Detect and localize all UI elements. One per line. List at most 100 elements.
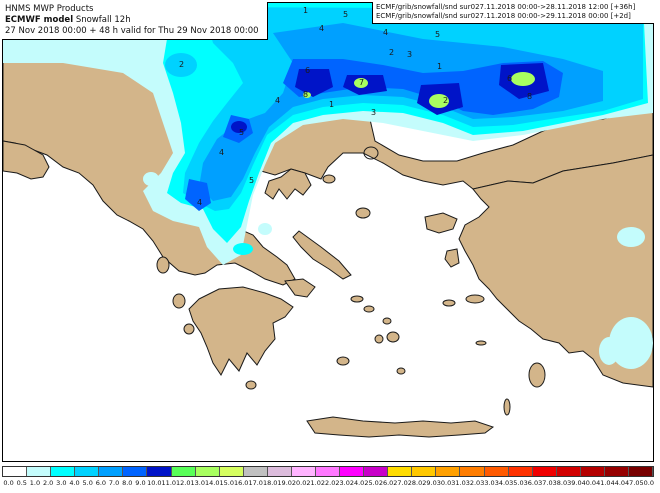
legend-label: 37.0 [538, 479, 553, 487]
legend-label: 23.0 [335, 479, 350, 487]
land-peloponnese [188, 286, 294, 376]
land-milos [336, 356, 350, 366]
legend-label: 21.0 [306, 479, 321, 487]
legend-swatch [147, 467, 172, 476]
land-attica [284, 278, 316, 298]
legend-label: 27.0 [393, 479, 408, 487]
land-zakynthos [183, 323, 195, 335]
land-karpathos [503, 398, 511, 416]
land-paros [374, 334, 384, 344]
contour-label: 4 [275, 96, 280, 105]
legend-label: 25.0 [364, 479, 379, 487]
legend-swatch [388, 467, 413, 476]
land-rhodes [528, 362, 546, 388]
snow-level-6 [303, 72, 535, 108]
legend-label: 34.0 [494, 479, 510, 487]
land-mykonos [382, 317, 392, 325]
land-lesbos [424, 212, 458, 234]
legend-label: 9.0 [135, 479, 146, 487]
legend-label: 24.0 [349, 479, 365, 487]
legend-label: 32.0 [465, 479, 481, 487]
legend-swatch [340, 467, 365, 476]
contour-label: 5 [239, 128, 244, 137]
legend-label: 4.0 [69, 479, 80, 487]
snowfall-field [3, 3, 653, 369]
contour-label: 6 [305, 66, 310, 75]
legend-swatch [580, 467, 605, 476]
land-thasos [322, 174, 336, 184]
legend-value-labels: 0.0 0.5 1.0 2.0 3.0 4.0 5.0 6.0 7.0 8.0 9.0 10.0 11.… [2, 478, 654, 489]
contour-label: 4 [383, 28, 388, 37]
legend-swatch [171, 467, 196, 476]
legend-swatch [460, 467, 485, 476]
land-tinos [363, 305, 375, 313]
file-info-line-1: ECMF/grib/snowfall/snd sur027.11.2018 00… [376, 3, 636, 11]
land-santorini [396, 367, 406, 375]
contour-label: 2 [179, 60, 184, 69]
legend-label: 30.0 [436, 479, 452, 487]
land-kythira [245, 380, 257, 390]
land-lemnos [355, 207, 371, 219]
legend-color-bar [2, 466, 654, 477]
legend-label: 28.0 [407, 479, 423, 487]
contour-label: 4 [319, 24, 324, 33]
legend-label: 3.0 [56, 479, 67, 487]
legend-swatch [75, 467, 100, 476]
legend-label: 14.0 [205, 479, 220, 487]
legend-swatch [99, 467, 124, 476]
legend-swatch [556, 467, 581, 476]
contour-label: 1 [329, 100, 334, 109]
contour-label: 5 [249, 176, 254, 185]
legend-label: 6.0 [95, 479, 107, 487]
legend-swatch [51, 467, 76, 476]
contour-label: 8 [527, 92, 532, 101]
land-italy-heel [3, 140, 50, 180]
land-samos [465, 294, 485, 304]
legend-label: 35.0 [509, 479, 524, 487]
file-info-box: ECMF/grib/snowfall/snd sur027.11.2018 00… [372, 2, 654, 24]
legend-label: 2.0 [42, 479, 54, 487]
legend-label: 50.0 [639, 479, 655, 487]
land-kefalonia [172, 293, 186, 309]
contour-label: 4 [219, 148, 224, 157]
legend-swatch [532, 467, 557, 476]
land-corfu [156, 256, 170, 274]
contour-ring [363, 146, 379, 160]
legend-label: 36.0 [523, 479, 539, 487]
map-title-box: HNMS MWP Products ECMWF model Snowfall 1… [2, 2, 268, 40]
land-crete [306, 416, 495, 438]
land-evia [292, 230, 352, 280]
contour-label: 6 [507, 74, 512, 83]
legend-label: 8.0 [122, 479, 133, 487]
producer-label: HNMS MWP Products [5, 4, 94, 14]
contour-label: 7 [359, 78, 364, 87]
validity-label: 27 Nov 2018 00:00 + 48 h valid for Thu 2… [5, 26, 259, 36]
contour-label: 8 [303, 90, 308, 99]
legend-label: 47.0 [625, 479, 640, 487]
legend-swatch [484, 467, 509, 476]
legend-swatch [291, 467, 317, 476]
legend-swatch [412, 467, 437, 476]
land-andros [350, 295, 364, 303]
contour-label: 4 [197, 198, 202, 207]
legend-swatch [267, 467, 292, 476]
legend-label: 31.0 [451, 479, 466, 487]
legend-label: 0.0 [3, 479, 14, 487]
land-chalkidiki [264, 168, 312, 200]
legend-swatch [3, 467, 28, 476]
legend-swatch [629, 467, 654, 476]
legend-label: 22.0 [320, 479, 336, 487]
legend-label: 41.0 [596, 479, 611, 487]
legend-label: 0.5 [16, 479, 27, 487]
legend-swatch [316, 467, 341, 476]
legend-swatch [436, 467, 461, 476]
contour-label: 3 [407, 50, 412, 59]
contour-label: 2 [443, 96, 448, 105]
legend-label: 29.0 [422, 479, 437, 487]
contour-label: 5 [343, 10, 348, 19]
legend-swatch [364, 467, 389, 476]
legend-label: 12.0 [176, 479, 191, 487]
legend-label: 17.0 [248, 479, 263, 487]
legend-label: 26.0 [378, 479, 394, 487]
land-naxos [386, 331, 400, 343]
